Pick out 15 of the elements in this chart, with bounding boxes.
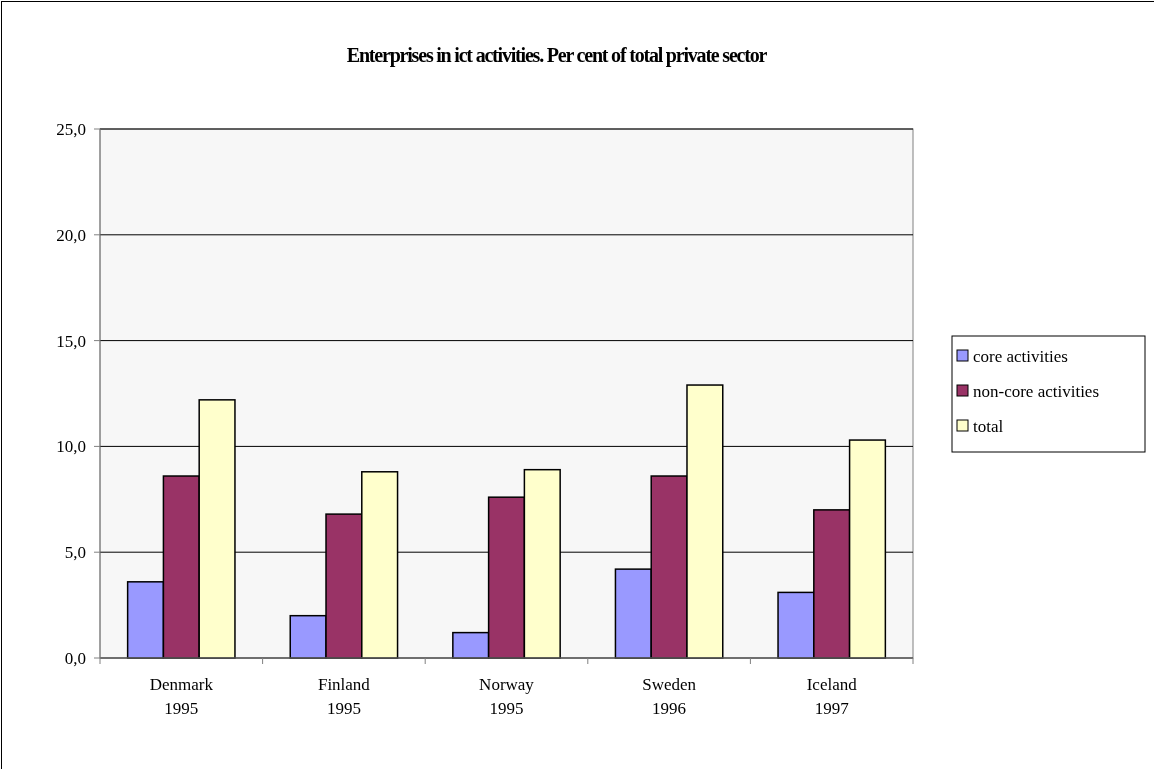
y-tick-label: 20,0: [56, 225, 86, 245]
x-tick-label: Norway 1995: [479, 675, 535, 718]
y-tick-label: 0,0: [64, 648, 86, 668]
legend-label: core activities: [973, 346, 1068, 366]
legend-label: non-core activities: [973, 381, 1100, 401]
chart-title: Enterprises in ict activities. Per cent of total private sector: [346, 44, 768, 67]
x-tick-label: Sweden 1996: [642, 675, 697, 718]
y-tick-label: 10,0: [56, 437, 86, 457]
x-tick-label: Denmark 1995: [149, 675, 214, 718]
y-tick-label: 5,0: [64, 543, 86, 563]
legend-label: total: [973, 416, 1004, 436]
y-tick-label: 25,0: [56, 119, 86, 139]
x-tick-label: Iceland 1997: [806, 675, 858, 718]
x-tick-label: Finland 1995: [317, 675, 371, 718]
y-tick-label: 15,0: [56, 331, 86, 351]
